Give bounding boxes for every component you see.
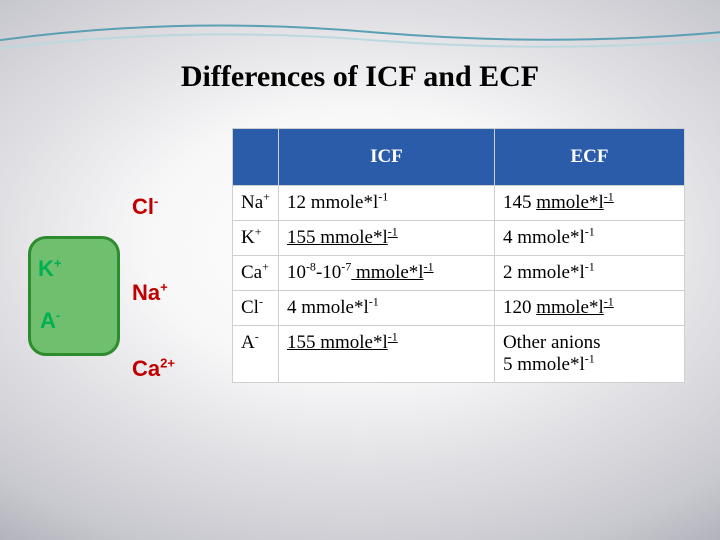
table-row: Ca+ 10-8-10-7 mmole*l-1 2 mmole*l-1 (233, 256, 685, 291)
table-header-row: ICF ECF (233, 129, 685, 186)
icf-value: 12 mmole*l-1 (278, 186, 494, 221)
concentration-table: ICF ECF Na+ 12 mmole*l-1 145 mmole*l-1 K… (232, 128, 685, 383)
ion-label-na: Na+ (132, 282, 168, 304)
ecf-value: Other anions5 mmole*l-1 (494, 326, 684, 383)
icf-value: 4 mmole*l-1 (278, 291, 494, 326)
icf-value: 155 mmole*l-1 (278, 326, 494, 383)
ecf-value: 120 mmole*l-1 (494, 291, 684, 326)
icf-value: 10-8-10-7 mmole*l-1 (278, 256, 494, 291)
ecf-value: 4 mmole*l-1 (494, 221, 684, 256)
ion-cell-cl: Cl- (233, 291, 279, 326)
ion-cell-ca: Ca+ (233, 256, 279, 291)
table-row: Cl- 4 mmole*l-1 120 mmole*l-1 (233, 291, 685, 326)
ecf-value: 145 mmole*l-1 (494, 186, 684, 221)
table-row: K+ 155 mmole*l-1 4 mmole*l-1 (233, 221, 685, 256)
slide: Differences of ICF and ECF Cl- K+ Na+ A-… (0, 0, 720, 540)
ion-label-a: A- (40, 310, 60, 332)
table-header-ecf: ECF (494, 129, 684, 186)
ion-label-ca: Ca2+ (132, 358, 175, 380)
slide-title: Differences of ICF and ECF (0, 60, 720, 94)
table-row: Na+ 12 mmole*l-1 145 mmole*l-1 (233, 186, 685, 221)
ion-label-k: K+ (38, 258, 61, 280)
ion-cell-na: Na+ (233, 186, 279, 221)
ion-cell-k: K+ (233, 221, 279, 256)
table-row: A- 155 mmole*l-1 Other anions5 mmole*l-1 (233, 326, 685, 383)
ion-label-cl: Cl- (132, 196, 158, 218)
table-header-blank (233, 129, 279, 186)
icf-value: 155 mmole*l-1 (278, 221, 494, 256)
cell-membrane-box (28, 236, 120, 356)
ion-cell-a: A- (233, 326, 279, 383)
ecf-value: 2 mmole*l-1 (494, 256, 684, 291)
table-header-icf: ICF (278, 129, 494, 186)
